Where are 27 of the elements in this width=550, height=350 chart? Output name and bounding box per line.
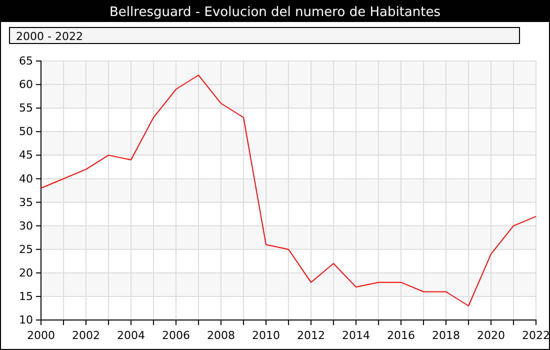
chart-subtitle: 2000 - 2022 — [16, 30, 83, 43]
y-tick-label: 20 — [19, 266, 33, 280]
x-tick-label: 2012 — [297, 329, 325, 342]
x-tick-label: 2010 — [252, 329, 280, 342]
x-tick-label: 2022 — [522, 329, 550, 342]
y-tick-label: 40 — [19, 172, 33, 186]
x-tick-label: 2020 — [477, 329, 505, 342]
x-tick-label: 2000 — [27, 329, 55, 342]
x-tick-label: 2004 — [117, 329, 145, 342]
y-tick-label: 55 — [19, 102, 33, 115]
y-tick-label: 60 — [19, 78, 33, 92]
x-tick-label: 2016 — [387, 329, 415, 342]
x-tick-label: 2008 — [207, 329, 235, 342]
y-tick-label: 45 — [19, 148, 33, 162]
line-series — [40, 74, 536, 306]
y-tick-label: 15 — [19, 290, 33, 303]
x-tick-label: 2018 — [432, 329, 460, 342]
y-tick-label: 30 — [19, 219, 33, 232]
x-tick-label: 2006 — [162, 329, 190, 342]
y-tick-label: 35 — [19, 196, 33, 209]
x-tick-label: 2014 — [342, 329, 370, 342]
y-tick-label: 25 — [19, 242, 33, 256]
y-tick-label: 50 — [19, 125, 33, 138]
y-tick-label: 10 — [19, 314, 33, 327]
chart-title: Bellresguard - Evolucion del numero de Habitantes — [110, 5, 441, 20]
y-tick-label: 65 — [19, 54, 33, 68]
x-tick-label: 2002 — [72, 329, 100, 342]
